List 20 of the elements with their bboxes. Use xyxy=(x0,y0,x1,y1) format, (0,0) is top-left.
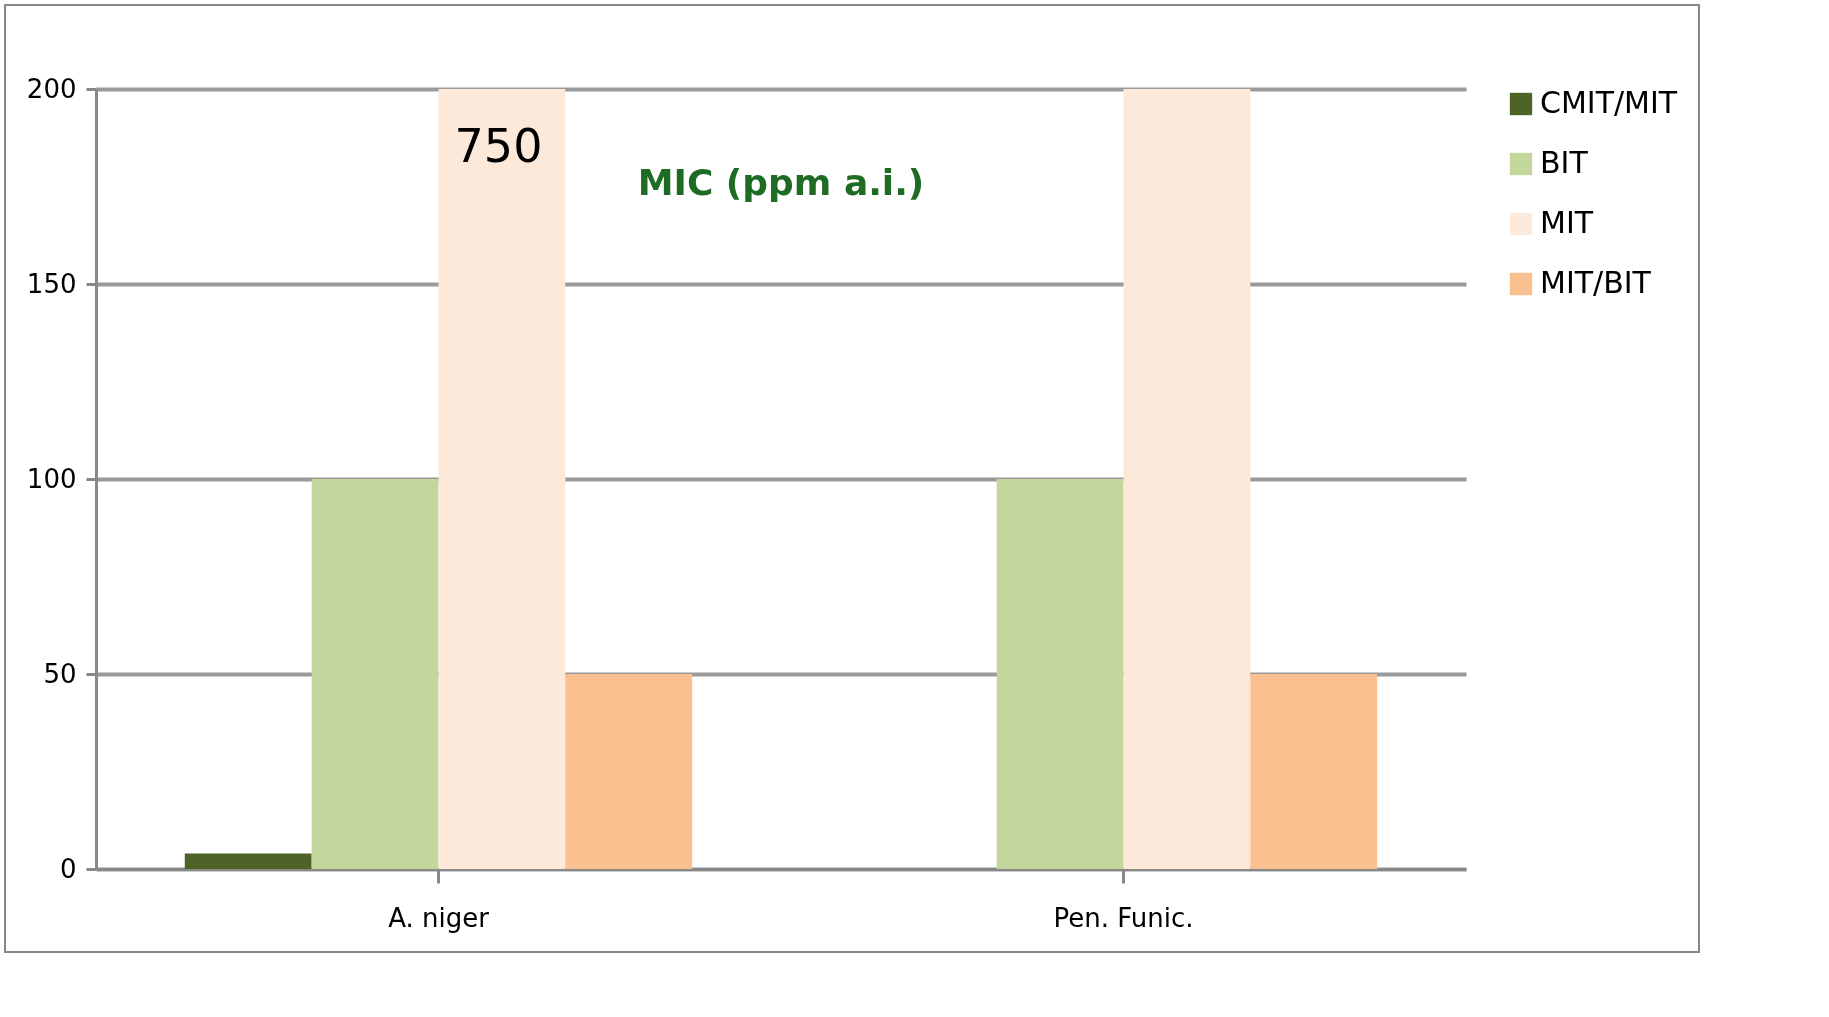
legend-label: BIT xyxy=(1540,145,1589,180)
bar xyxy=(565,674,693,869)
annotation: 750 xyxy=(454,118,543,173)
bar xyxy=(438,89,566,869)
y-tick-label: 50 xyxy=(43,658,77,689)
bar xyxy=(311,479,439,869)
y-tick-label: 100 xyxy=(26,463,77,494)
annotation: MIC (ppm a.i.) xyxy=(637,162,925,203)
legend-label: CMIT/MIT xyxy=(1540,85,1678,120)
bar xyxy=(1123,89,1251,869)
y-tick-label: 150 xyxy=(26,268,77,299)
x-tick-label: A. niger xyxy=(388,902,490,933)
bar xyxy=(1250,674,1378,869)
y-tick-label: 0 xyxy=(59,853,77,884)
bar xyxy=(184,853,312,869)
legend-label: MIT/BIT xyxy=(1540,265,1652,300)
y-tick-label: 200 xyxy=(26,73,77,104)
bar xyxy=(996,479,1124,869)
x-tick-label: Pen. Funic. xyxy=(1053,902,1194,933)
legend-label: MIT xyxy=(1540,205,1594,240)
